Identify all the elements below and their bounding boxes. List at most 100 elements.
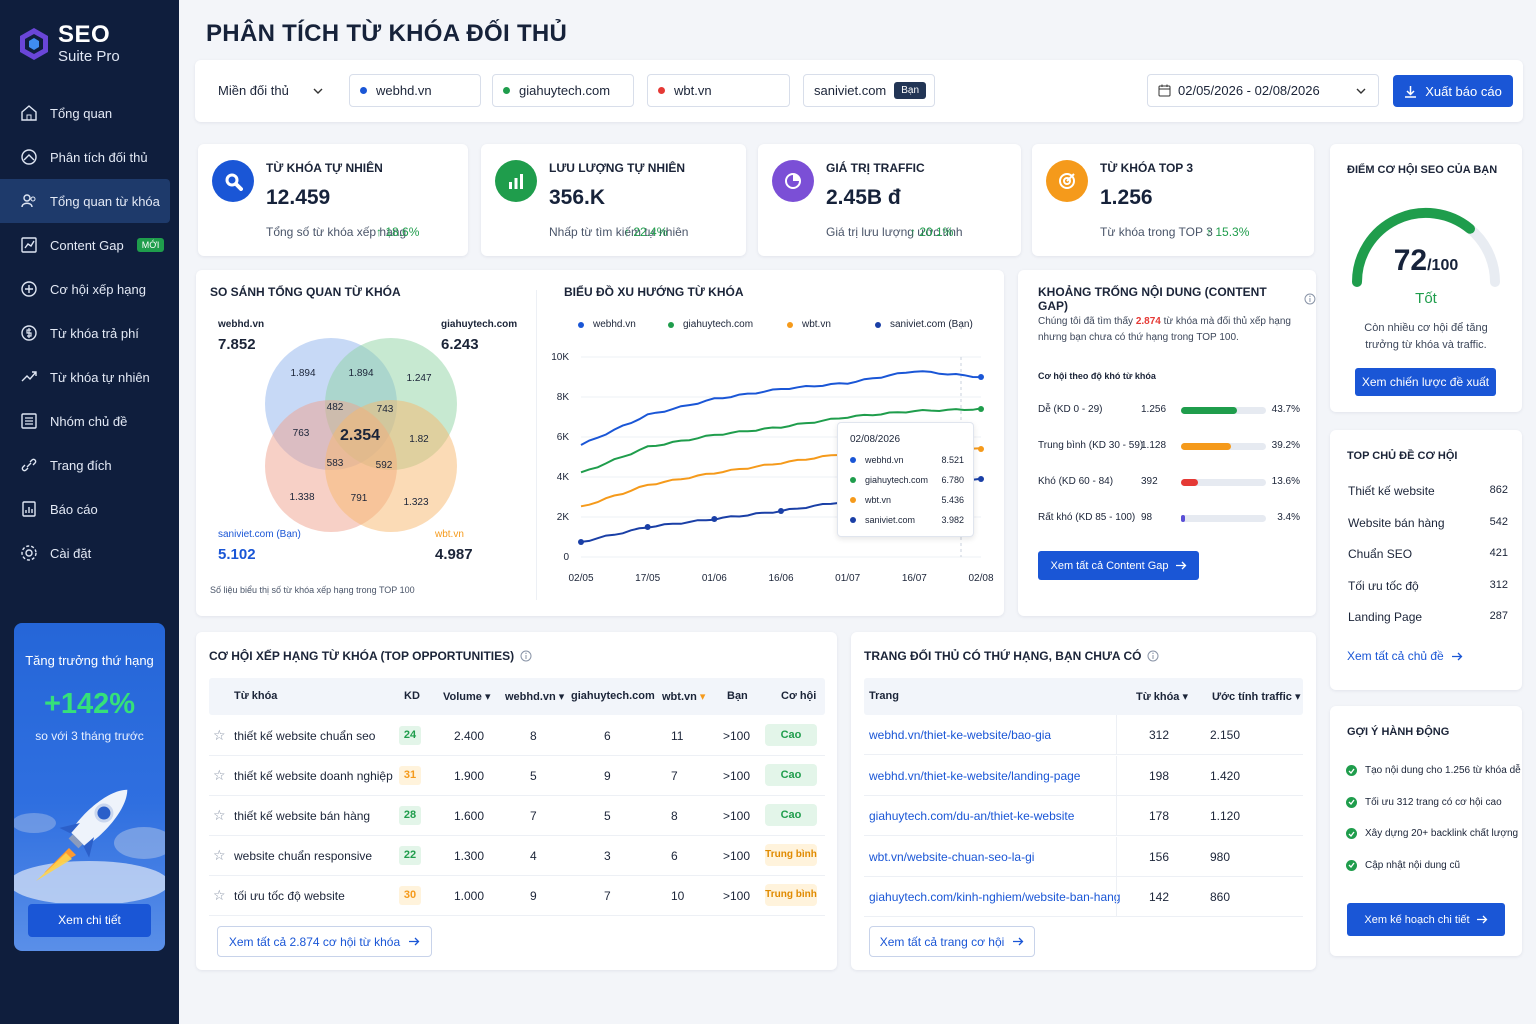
legend-item[interactable]: giahuytech.com [668,319,753,330]
sidebar-item-2[interactable]: Tổng quan từ khóa [0,179,170,223]
info-icon[interactable] [1147,650,1159,662]
date-range-value: 02/05/2026 - 02/08/2026 [1178,83,1320,98]
view-all-opportunities-button[interactable]: Xem tất cả 2.874 cơ hội từ khóa [217,926,432,957]
gap-row-pct: 43.7% [1271,404,1300,415]
date-range-picker[interactable]: 02/05/2026 - 02/08/2026 [1147,74,1379,107]
col-you[interactable]: Bạn [727,690,748,702]
app-logo[interactable]: SEO Suite Pro [18,22,120,65]
col-keyword[interactable]: Từ khóa [234,690,278,702]
page-url-link[interactable]: webhd.vn/thiet-ke-website/landing-page [869,768,1081,783]
opp-volume: 1.000 [454,889,485,903]
page-url-link[interactable]: webhd.vn/thiet-ke-website/bao-gia [869,728,1052,742]
page-url-link[interactable]: wbt.vn/website-chuan-seo-la-gi [869,849,1035,864]
venn-set-name: wbt.vn [435,529,464,540]
stat-value: 356.K [549,186,606,209]
view-all-topics-link[interactable]: Xem tất cả chủ đề [1347,649,1463,663]
legend-item[interactable]: webhd.vn [578,319,636,330]
opps-table-row[interactable]: ☆ thiết kế website bán hàng 28 1.600 7 5 8 >100… [209,796,825,836]
legend-item[interactable]: wbt.vn [787,319,831,330]
col-webhd[interactable]: webhd.vn ▾ [505,691,565,703]
col-giahuytech[interactable]: giahuytech.com [571,690,655,702]
competitor-select[interactable]: Miền đối thủ [218,83,323,98]
view-strategy-button[interactable]: Xem chiến lược đề xuất [1355,368,1496,396]
pages-table-header: Trang Từ khóa ▾ Ước tính traffic ▾ [864,678,1303,715]
page-url-link[interactable]: giahuytech.com/du-an/thiet-ke-website [869,809,1075,823]
sidebar-item-1[interactable]: Phân tích đối thủ [0,135,179,179]
target-icon [21,281,37,297]
score-max: /100 [1427,257,1459,274]
topic-row[interactable]: Tối ưu tốc độ 312 [1348,579,1508,593]
bar-chart-icon [509,174,523,189]
export-label: Xuất báo cáo [1425,83,1502,99]
col-page[interactable]: Trang [869,690,899,702]
sidebar-item-3[interactable]: Content Gap MỚI [0,223,179,267]
gap-row-label: Trung bình (KD 30 - 59) [1038,440,1144,451]
topic-count: 312 [1489,578,1508,591]
topic-name: Tối ưu tốc độ [1348,578,1419,593]
star-icon[interactable]: ☆ [213,847,226,863]
stat-change: ↑ 22.4% [624,225,667,239]
column-divider [1116,715,1117,755]
page-traffic: 980 [1210,849,1231,864]
opps-table-row[interactable]: ☆ website chuẩn responsive 22 1.300 4 3 6 >100 T… [209,836,825,876]
sidebar-item-6[interactable]: Từ khóa tự nhiên [0,355,179,399]
view-all-pages-button[interactable]: Xem tất cả trang cơ hội [869,926,1035,957]
topic-row[interactable]: Website bán hàng 542 [1348,516,1508,530]
stat-card-1[interactable]: LƯU LƯỢNG TỰ NHIÊN 356.K Nhấp từ tìm kiếm … [481,144,746,256]
domain-chip-webhd[interactable]: webhd.vn [349,74,481,107]
info-icon[interactable] [1304,293,1316,305]
topic-row[interactable]: Thiết kế website 862 [1348,484,1508,498]
col-wbt[interactable]: wbt.vn ▾ [662,691,706,703]
venn-region-value: 763 [293,428,310,439]
gap-row-count: 392 [1141,476,1158,487]
gap-row: Khó (KD 60 - 84) 392 13.6% [1038,476,1306,490]
stat-card-2[interactable]: GIÁ TRỊ TRAFFIC 2.45B đ Giá trị lưu lượng … [758,144,1021,256]
hexagon-logo-icon [20,27,48,60]
col-kd[interactable]: KD [404,690,420,702]
chart-icon [21,237,37,253]
venn-region-value: 743 [377,404,394,415]
stat-card-0[interactable]: TỪ KHÓA TỰ NHIÊN 12.459 Tổng số từ khóa xế… [198,144,468,256]
view-content-gap-label: Xem tất cả Content Gap [1050,559,1169,572]
sidebar-item-10[interactable]: Cài đặt [0,531,179,575]
page-url-link[interactable]: giahuytech.com/kinh-nghiem/website-ban-h… [869,890,1121,904]
col-volume[interactable]: Volume ▾ [443,691,491,703]
opp-rank-wbt: 7 [671,769,678,783]
view-plan-button[interactable]: Xem kế hoạch chi tiết [1347,903,1505,936]
star-icon[interactable]: ☆ [213,887,226,903]
star-icon[interactable]: ☆ [213,727,226,743]
series-point [978,406,984,412]
domain-name: wbt.vn [674,83,712,98]
info-icon[interactable] [520,650,532,662]
col-traffic[interactable]: Ước tính traffic ▾ [1212,691,1301,703]
star-icon[interactable]: ☆ [213,767,226,783]
topic-row[interactable]: Landing Page 287 [1348,610,1508,624]
sidebar-item-4[interactable]: Cơ hội xếp hạng [0,267,179,311]
opps-table-row[interactable]: ☆ thiết kế website doanh nghiệp 31 1.900 5 9 7… [209,756,825,796]
sidebar-item-7[interactable]: Nhóm chủ đề [0,399,179,443]
legend-item[interactable]: saniviet.com (Bạn) [875,319,973,330]
sidebar-item-9[interactable]: Báo cáo [0,487,179,531]
sidebar-item-0[interactable]: Tổng quan [0,91,179,135]
col-keywords[interactable]: Từ khóa ▾ [1136,691,1188,703]
own-domain-chip[interactable]: saniviet.com Bạn [803,74,935,107]
col-opportunity[interactable]: Cơ hội [781,690,817,702]
star-icon[interactable]: ☆ [213,807,226,823]
venn-set-total: 5.102 [218,546,256,563]
opportunity-badge: Trung bình [765,844,817,866]
topic-row[interactable]: Chuẩn SEO 421 [1348,547,1508,561]
sidebar-item-8[interactable]: Trang đích [0,443,179,487]
tooltip-name: saniviet.com [865,515,916,525]
domain-chip-wbt[interactable]: wbt.vn [647,74,790,107]
gap-title: KHOẢNG TRỐNG NỘI DUNG (CONTENT GAP) [1038,285,1316,313]
opps-table-row[interactable]: ☆ tối ưu tốc độ website 30 1.000 9 7 10 >100 Tru… [209,876,825,916]
view-content-gap-button[interactable]: Xem tất cả Content Gap [1038,551,1199,580]
stat-card-3[interactable]: TỪ KHÓA TOP 3 1.256 Từ khóa trong TOP 3 ↑ 1… [1032,144,1314,256]
domain-chip-giahuytech[interactable]: giahuytech.com [492,74,634,107]
sidebar-item-5[interactable]: Từ khóa trả phí [0,311,179,355]
export-report-button[interactable]: Xuất báo cáo [1393,75,1513,107]
stat-change-value: 22.4% [633,225,668,239]
growth-detail-button[interactable]: Xem chi tiết [28,904,151,937]
stat-subtitle: Giá trị lưu lượng ước tính [826,225,963,239]
opps-table-row[interactable]: ☆ thiết kế website chuẩn seo 24 2.400 8 6 11 >1… [209,716,825,756]
